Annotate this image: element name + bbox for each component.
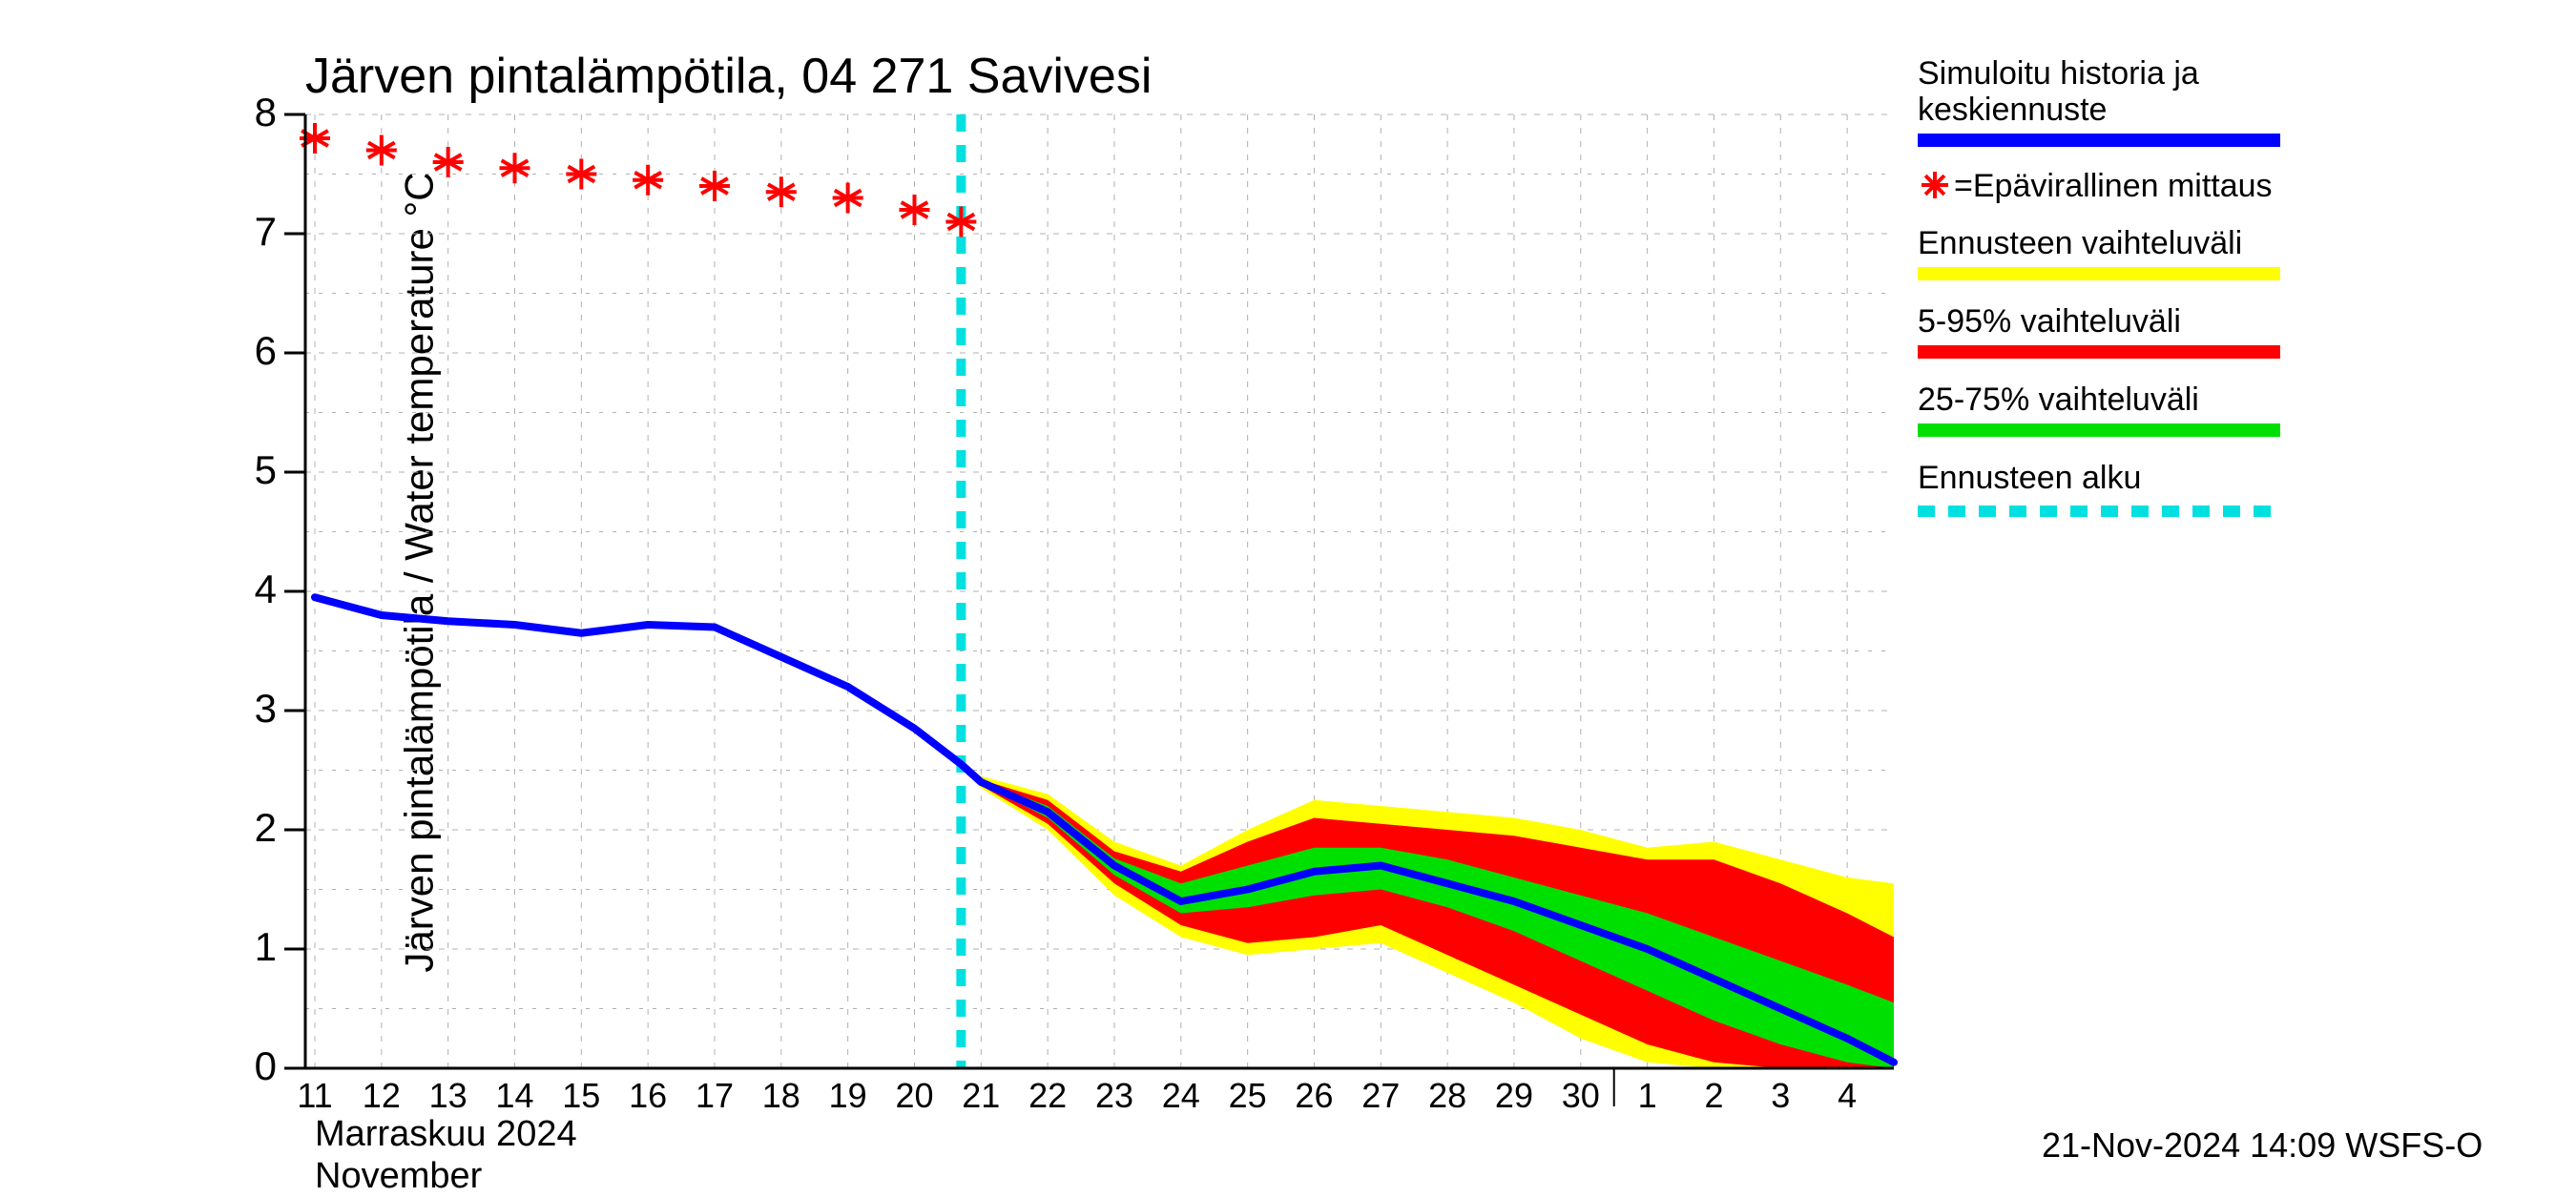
ytick-label: 1 [219,924,277,970]
footer-timestamp: 21-Nov-2024 14:09 WSFS-O [2042,1125,2483,1166]
ytick-label: 7 [219,209,277,255]
legend-swatch-median [1918,134,2280,147]
xtick-label: 21 [962,1076,1000,1116]
month-label-en: November [315,1156,482,1197]
xtick-label: 22 [1028,1076,1067,1116]
ytick-label: 4 [219,567,277,612]
ytick-label: 8 [219,90,277,135]
legend-swatch-green [1918,423,2280,437]
xtick-label: 3 [1771,1076,1790,1116]
legend-label-median-2: keskiennuste [1918,92,2107,129]
xtick-label: 19 [829,1076,867,1116]
ytick-label: 0 [219,1043,277,1089]
legend-swatch-red [1918,345,2280,359]
legend-label-red: 5-95% vaihteluväli [1918,303,2181,341]
xtick-label: 25 [1229,1076,1267,1116]
xtick-label: 14 [495,1076,533,1116]
xtick-label: 16 [629,1076,667,1116]
xtick-label: 13 [429,1076,467,1116]
xtick-label: 28 [1428,1076,1466,1116]
xtick-label: 30 [1562,1076,1600,1116]
xtick-label: 2 [1704,1076,1723,1116]
xtick-label: 4 [1838,1076,1857,1116]
xtick-label: 12 [363,1076,401,1116]
xtick-label: 20 [895,1076,933,1116]
xtick-label: 17 [696,1076,734,1116]
ytick-label: 5 [219,447,277,493]
xtick-label: 1 [1638,1076,1657,1116]
legend-marker-measurement [1918,168,1956,206]
legend-label-yellow: Ennusteen vaihteluväli [1918,225,2242,262]
legend-label-measurement: =Epävirallinen mittaus [1954,168,2273,205]
xtick-label: 11 [297,1076,332,1116]
xtick-label: 18 [762,1076,800,1116]
legend-label-green: 25-75% vaihteluväli [1918,382,2199,419]
xtick-label: 15 [562,1076,600,1116]
xtick-label: 24 [1162,1076,1200,1116]
month-label-fi: Marraskuu 2024 [315,1114,577,1155]
legend-swatch-forecast-start [1918,502,2280,521]
xtick-label: 29 [1495,1076,1533,1116]
ytick-label: 6 [219,328,277,374]
legend-swatch-yellow [1918,267,2280,280]
xtick-label: 26 [1295,1076,1333,1116]
legend-label-forecast-start: Ennusteen alku [1918,460,2141,497]
ytick-label: 3 [219,686,277,732]
xtick-label: 27 [1361,1076,1400,1116]
xtick-label: 23 [1095,1076,1133,1116]
legend-label-median: Simuloitu historia ja [1918,55,2199,93]
ytick-label: 2 [219,805,277,851]
